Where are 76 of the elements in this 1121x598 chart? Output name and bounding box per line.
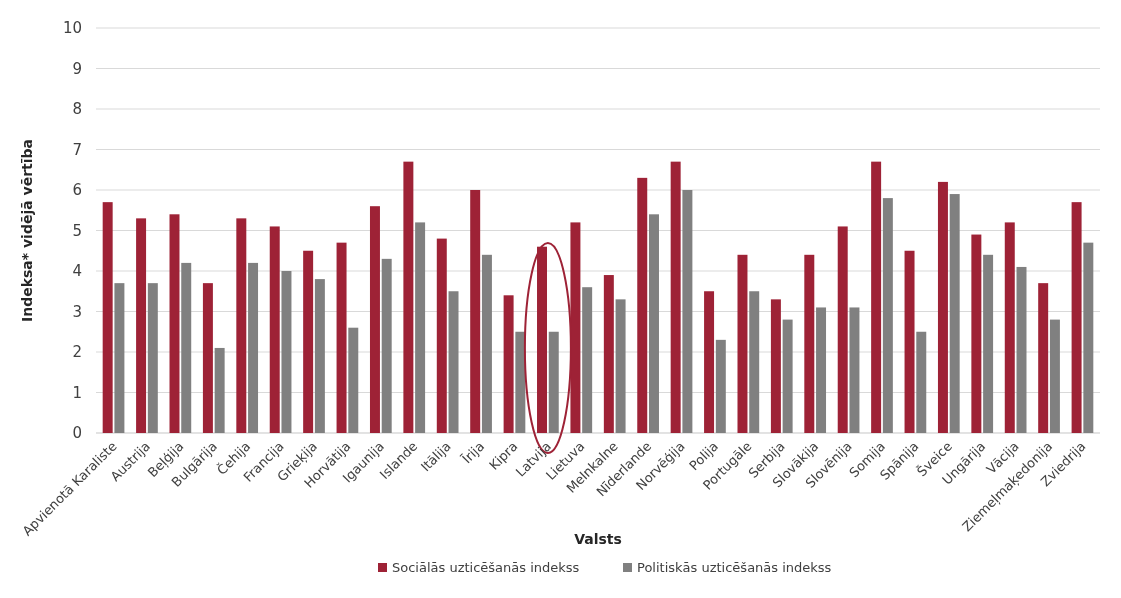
bar (214, 347, 225, 433)
bar (983, 254, 994, 433)
bar (448, 291, 459, 433)
bar (871, 161, 882, 433)
legend-label: Politiskās uzticēšanās indekss (637, 560, 832, 575)
bar (436, 238, 447, 433)
bar (314, 279, 325, 433)
y-tick-label: 6 (72, 181, 82, 200)
bar (515, 331, 526, 433)
bar (816, 307, 827, 433)
bar (481, 254, 492, 433)
x-tick-label: Īrija (459, 438, 488, 467)
bar (570, 222, 581, 433)
bar (236, 218, 247, 433)
bar (181, 262, 192, 433)
bar (136, 218, 147, 433)
bar (1038, 283, 1049, 433)
bar (1049, 319, 1060, 433)
bar (949, 194, 960, 433)
bar (682, 190, 693, 433)
y-tick-label: 5 (72, 221, 82, 240)
bar (369, 206, 380, 433)
bar (548, 331, 559, 433)
y-tick-label: 3 (72, 302, 82, 321)
bar (114, 283, 125, 433)
bar (470, 190, 481, 433)
bar (837, 226, 848, 433)
bar (916, 331, 927, 433)
y-tick-label: 8 (72, 100, 82, 119)
bar (537, 246, 547, 433)
bar (269, 226, 280, 433)
bar (971, 234, 982, 433)
bar (336, 242, 347, 433)
bar (348, 327, 359, 433)
y-tick-label: 4 (72, 262, 82, 281)
y-tick-label: 1 (72, 383, 82, 402)
bar (882, 198, 893, 433)
bar (715, 339, 726, 433)
bar (904, 250, 915, 433)
bar (937, 181, 948, 433)
bar (1016, 266, 1027, 433)
bar (303, 250, 314, 433)
y-tick-label: 9 (72, 59, 82, 78)
bar (381, 258, 392, 433)
bar (770, 299, 781, 433)
bar (582, 287, 593, 433)
bar (202, 283, 213, 433)
bar (704, 291, 715, 433)
y-tick-label: 7 (72, 140, 82, 159)
x-axis-title: Valsts (574, 531, 622, 547)
bar (615, 299, 626, 433)
bar (147, 283, 158, 433)
legend-label: Sociālās uzticēšanās indekss (392, 560, 580, 575)
bar (169, 214, 180, 433)
bar (1004, 222, 1015, 433)
bar (804, 254, 815, 433)
bar (281, 271, 292, 433)
bar (637, 177, 648, 433)
y-tick-label: 0 (72, 424, 82, 443)
bar (102, 202, 113, 433)
bar (503, 295, 514, 433)
bar (849, 307, 860, 433)
y-axis-title: Indeksa* vidējā vērtība (19, 138, 35, 323)
y-tick-label: 10 (62, 19, 82, 38)
bar (649, 214, 659, 433)
bar (749, 291, 760, 433)
bar (1071, 202, 1082, 433)
bar (670, 161, 681, 433)
bar (248, 262, 259, 433)
y-tick-label: 2 (72, 343, 82, 362)
bar (603, 275, 614, 433)
bar (737, 254, 748, 433)
bar (782, 319, 793, 433)
bar (403, 161, 414, 433)
bar (1083, 242, 1094, 433)
bar (415, 222, 426, 433)
